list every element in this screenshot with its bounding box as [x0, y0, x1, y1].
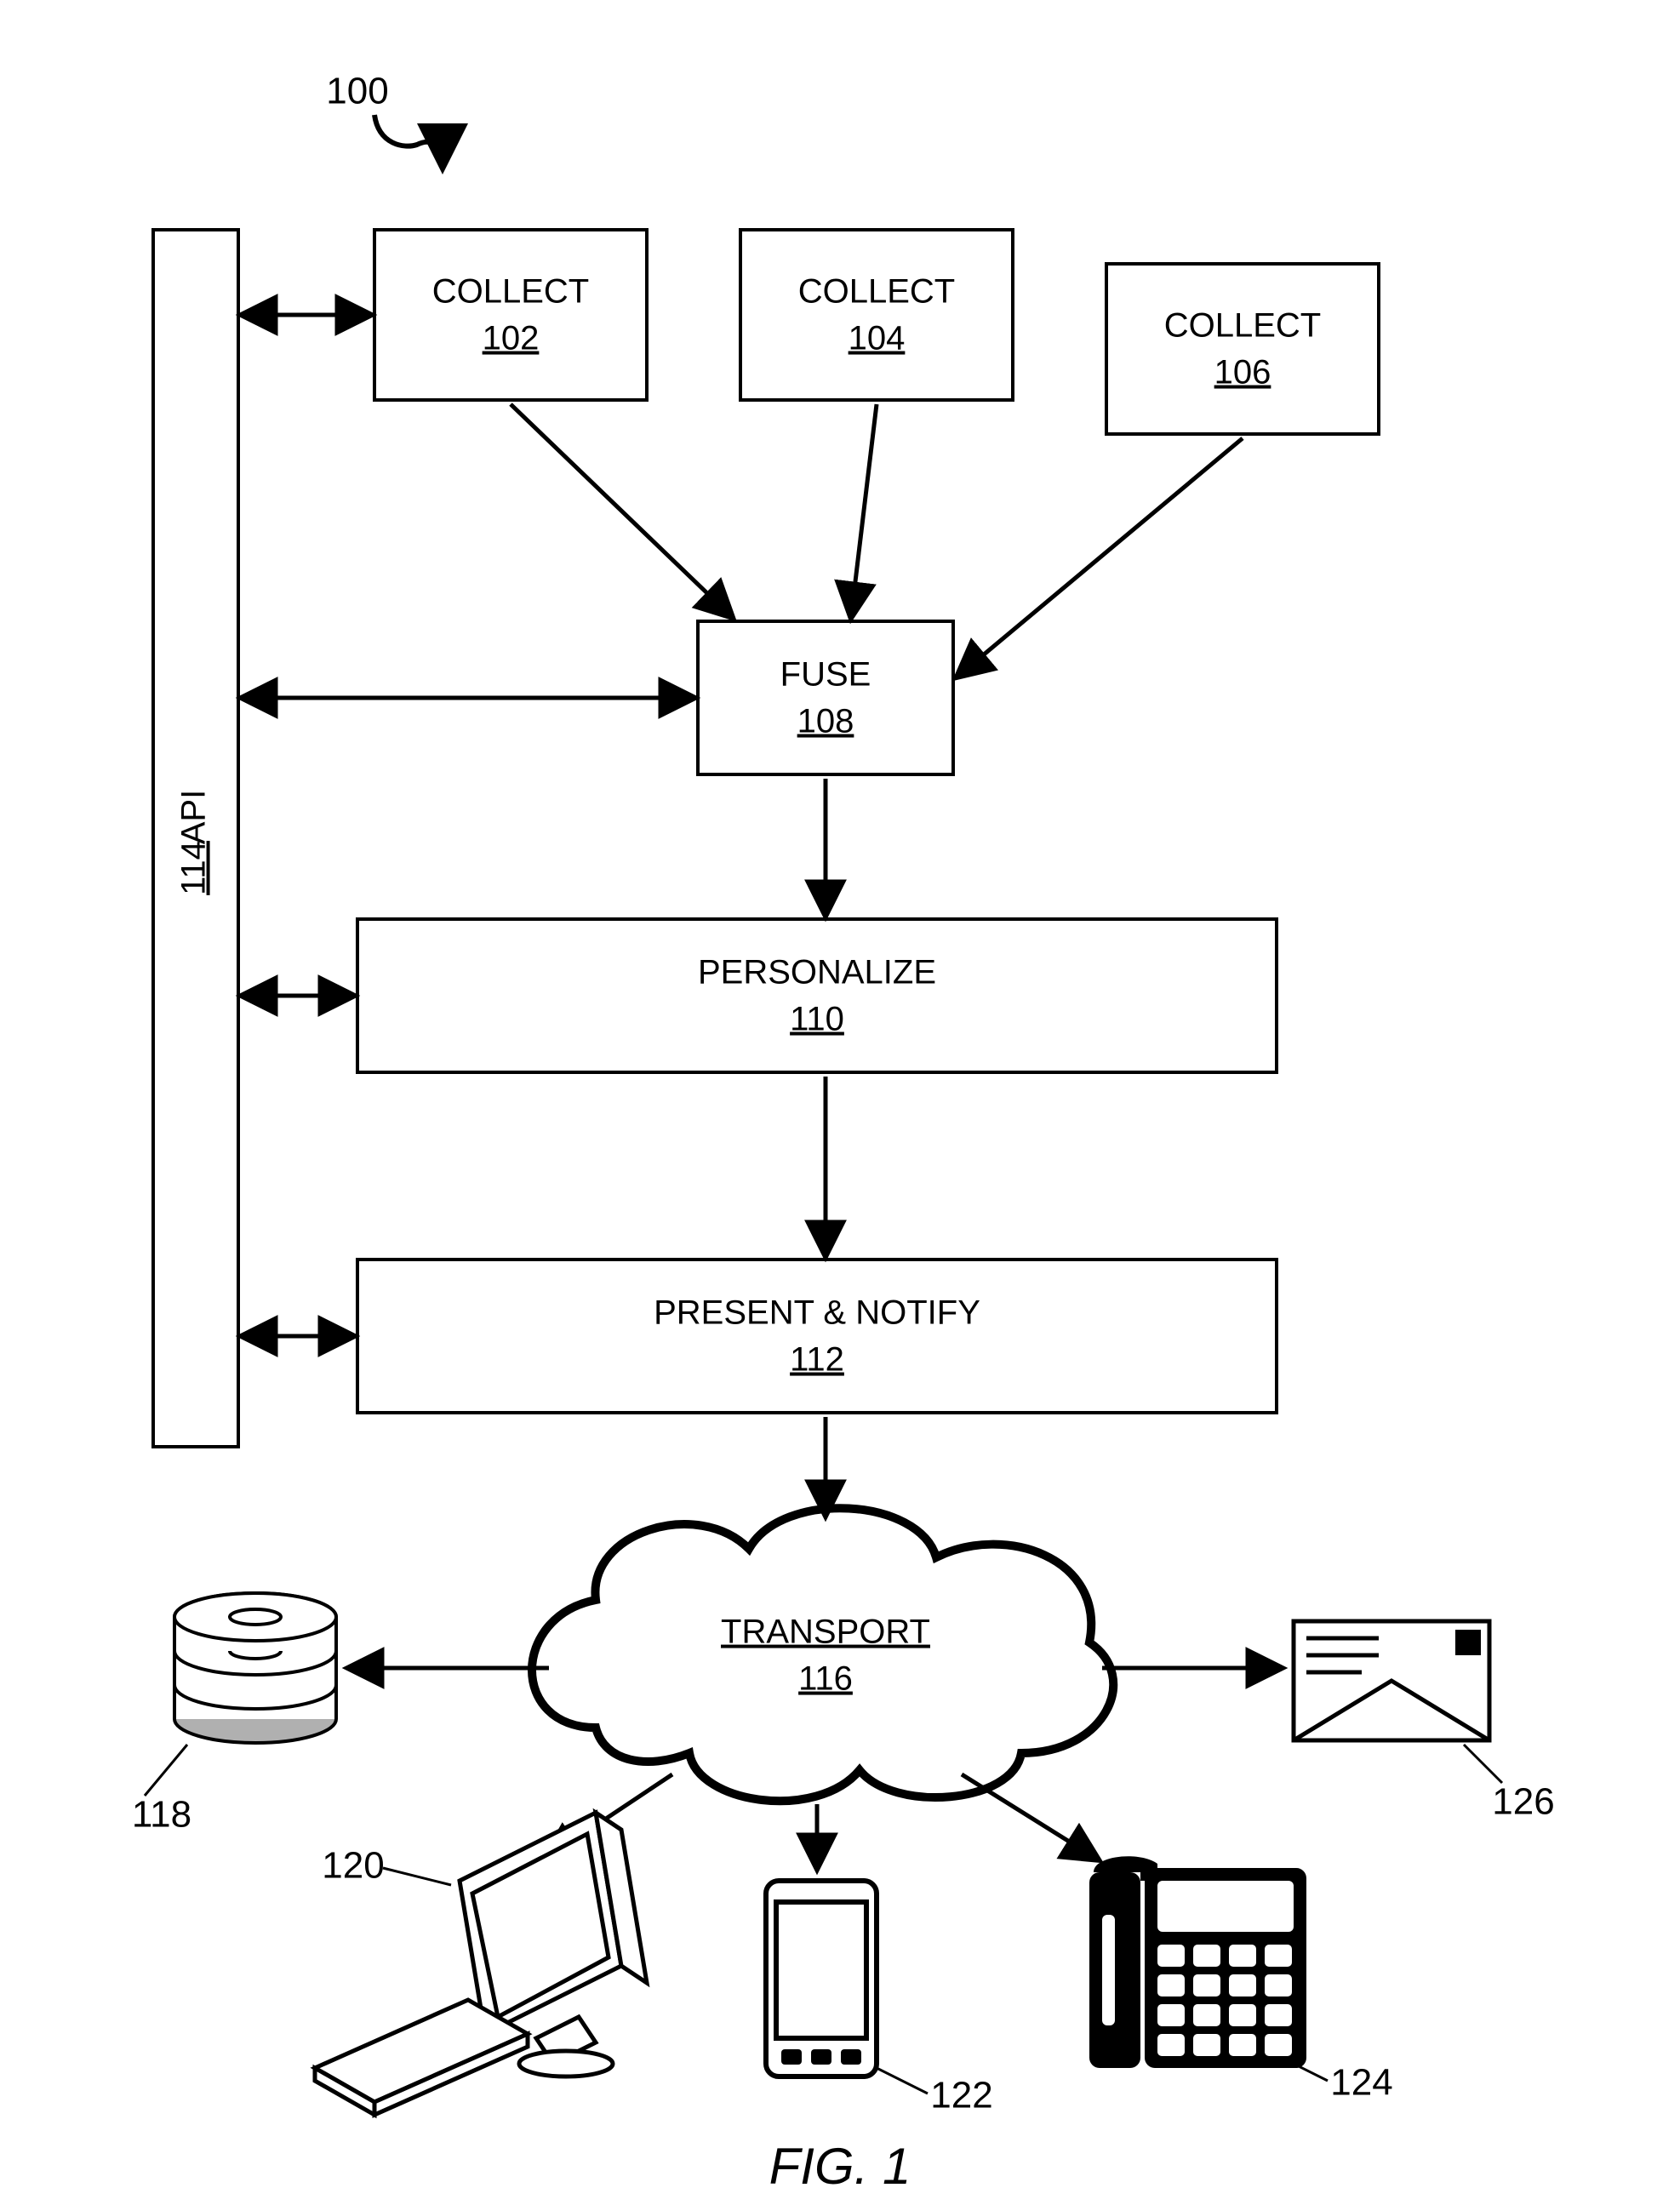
personalize-num: 110 — [790, 1001, 844, 1038]
api-num: 114 — [175, 841, 213, 895]
arrow-c2-fuse — [851, 404, 877, 617]
node-present-notify: PRESENT & NOTIFY 112 — [357, 1260, 1277, 1413]
ref-118: 118 — [132, 1794, 191, 1836]
disks-icon — [174, 1593, 336, 1743]
fuse-num: 108 — [797, 703, 854, 740]
figure-caption: FIG. 1 — [769, 2138, 911, 2195]
collect-106-num: 106 — [1214, 354, 1271, 391]
phone-icon — [1089, 1856, 1306, 2068]
figure-ref-100: 100 — [326, 71, 388, 112]
diagram-svg: 100 API 114 COLLECT 102 COLLECT 104 COLL… — [0, 0, 1680, 2205]
node-collect-104: COLLECT 104 — [740, 230, 1013, 400]
collect-106-title: COLLECT — [1164, 307, 1322, 345]
ref-122-leader — [877, 2068, 928, 2094]
node-fuse: FUSE 108 — [698, 621, 953, 774]
ref-124-leader — [1285, 2059, 1328, 2081]
arrow-c1-fuse — [511, 404, 732, 617]
collect-104-title: COLLECT — [798, 273, 956, 311]
ref-120-leader — [383, 1868, 451, 1885]
collect-102-title: COLLECT — [432, 273, 590, 311]
fuse-title: FUSE — [780, 656, 871, 694]
node-collect-102: COLLECT 102 — [374, 230, 647, 400]
ref-126: 126 — [1492, 1781, 1554, 1823]
envelope-icon — [1294, 1621, 1489, 1740]
node-collect-106: COLLECT 106 — [1106, 264, 1379, 434]
transport-num: 116 — [798, 1660, 853, 1698]
node-api: API 114 — [153, 230, 238, 1447]
present-title: PRESENT & NOTIFY — [654, 1294, 980, 1332]
ref-120: 120 — [322, 1845, 384, 1887]
collect-104-num: 104 — [849, 320, 906, 357]
personalize-title: PERSONALIZE — [698, 954, 936, 991]
arrow-c3-fuse — [957, 438, 1243, 677]
arrow-cloud-phone — [962, 1774, 1098, 1859]
ref-122: 122 — [930, 2075, 992, 2116]
node-personalize: PERSONALIZE 110 — [357, 919, 1277, 1072]
api-title: API — [175, 790, 213, 844]
node-transport-cloud: TRANSPORT 116 — [532, 1508, 1113, 1801]
ref-118-leader — [145, 1745, 187, 1796]
ref-100-arrow — [374, 115, 443, 166]
ref-124: 124 — [1330, 2062, 1392, 2104]
figure-page: 100 API 114 COLLECT 102 COLLECT 104 COLL… — [0, 0, 1680, 2205]
present-num: 112 — [790, 1341, 844, 1379]
transport-title: TRANSPORT — [721, 1614, 930, 1651]
ref-126-leader — [1464, 1745, 1502, 1783]
collect-102-num: 102 — [483, 320, 540, 357]
mobile-icon — [766, 1881, 877, 2076]
